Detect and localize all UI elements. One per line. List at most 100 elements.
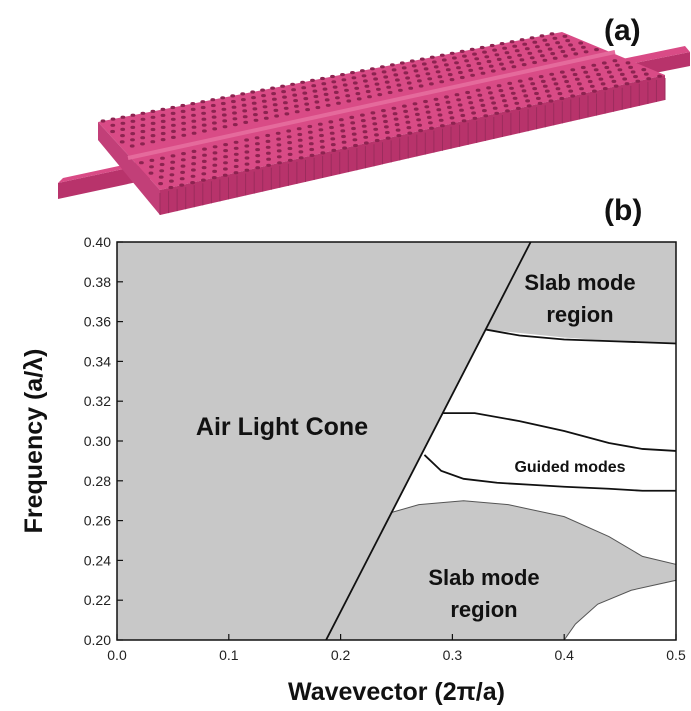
lattice-hole: [439, 53, 445, 57]
lattice-hole: [180, 170, 186, 174]
lattice-hole: [583, 50, 589, 54]
lattice-hole: [150, 121, 156, 125]
lattice-hole: [552, 56, 558, 60]
dispersion-curves: [325, 241, 677, 641]
lattice-hole: [589, 84, 595, 88]
lattice-hole: [266, 157, 271, 161]
lattice-hole: [392, 112, 398, 116]
lattice-hole: [657, 74, 662, 78]
lattice-hole: [489, 43, 495, 48]
lattice-hole: [381, 70, 387, 74]
lattice-hole: [130, 132, 136, 136]
upper-slab-region: [485, 242, 676, 344]
lattice-hole: [418, 84, 424, 88]
lattice-hole: [302, 91, 308, 95]
lattice-hole: [551, 77, 557, 81]
lattice-hole: [191, 131, 197, 135]
lattice-hole: [287, 146, 293, 151]
y-tick-label: 0.36: [84, 314, 111, 330]
lattice-hole: [534, 91, 539, 96]
lattice-hole: [180, 158, 186, 162]
lattice-hole: [549, 32, 555, 36]
lattice-hole: [200, 100, 206, 104]
lattice-hole: [424, 105, 430, 109]
lattice-hole: [591, 63, 597, 67]
lattice-hole: [233, 158, 239, 162]
lattice-hole: [613, 84, 619, 88]
lattice-hole: [100, 119, 106, 123]
lattice-hole: [363, 79, 368, 83]
lattice-hole: [402, 104, 407, 108]
lattice-hole: [555, 87, 561, 91]
x-tick-label: 0.2: [331, 647, 351, 663]
lattice-hole: [341, 134, 346, 139]
lattice-hole: [373, 77, 378, 81]
lattice-hole: [210, 103, 216, 108]
lattice-hole: [596, 72, 601, 77]
lattice-hole: [544, 89, 550, 93]
lattice-hole: [538, 75, 544, 79]
lattice-hole: [169, 179, 174, 183]
lattice-hole: [492, 48, 497, 52]
lattice-hole: [477, 93, 483, 97]
lattice-hole: [276, 155, 282, 159]
lattice-hole: [110, 123, 116, 127]
lattice-hole: [320, 145, 325, 149]
lattice-hole: [511, 65, 517, 69]
lattice-hole: [496, 84, 502, 88]
lattice-hole: [351, 76, 357, 80]
lattice-hole: [594, 48, 599, 52]
lattice-hole: [298, 150, 304, 154]
lattice-hole: [324, 98, 330, 102]
lattice-hole: [351, 126, 356, 131]
lattice-hole: [433, 97, 439, 101]
lattice-hole: [499, 42, 505, 46]
lattice-hole: [360, 119, 366, 123]
lattice-hole: [283, 106, 289, 110]
lattice-hole: [367, 95, 372, 99]
lattice-hole: [242, 115, 248, 119]
lattice-hole: [601, 61, 607, 65]
lattice-hole: [293, 99, 298, 103]
lattice-hole: [212, 121, 217, 125]
lattice-hole: [244, 150, 250, 154]
lattice-hole: [190, 174, 196, 178]
lattice-hole: [413, 69, 419, 73]
lattice-hole: [223, 161, 228, 165]
lattice-hole: [320, 76, 325, 81]
lattice-hole: [459, 49, 465, 54]
lattice-hole: [435, 102, 440, 107]
light-line: [325, 241, 532, 641]
lattice-hole: [341, 140, 347, 144]
lattice-hole: [270, 86, 275, 90]
lattice-hole: [363, 135, 369, 139]
lattice-hole: [406, 81, 412, 85]
lattice-hole: [158, 182, 164, 186]
lattice-hole: [308, 136, 314, 140]
lattice-hole: [547, 47, 553, 51]
lattice-hole: [384, 130, 390, 135]
lattice-hole: [480, 71, 486, 75]
lattice-hole: [587, 79, 593, 84]
lattice-hole: [505, 109, 510, 113]
lattice-hole: [382, 114, 387, 118]
lattice-hole: [536, 96, 541, 100]
lattice-hole: [319, 133, 324, 138]
guided-modes-label: Guided modes: [514, 459, 625, 476]
lattice-hole: [223, 143, 229, 147]
lattice-hole: [287, 152, 293, 156]
air-light-cone-label: Air Light Cone: [196, 413, 368, 441]
lattice-hole: [532, 60, 537, 65]
lattice-hole: [525, 99, 530, 103]
upper-slab-region-label-line1: Slab mode: [524, 270, 635, 295]
lattice-hole: [139, 161, 144, 165]
lattice-hole: [312, 89, 318, 93]
slab-front-face: [160, 75, 665, 215]
lattice-hole: [150, 134, 156, 138]
y-tick-label: 0.40: [84, 234, 111, 250]
guided-mode-curve-2: [443, 412, 677, 452]
lattice-hole: [362, 130, 368, 134]
lattice-hole: [381, 109, 386, 113]
lower-slab-region-label-line1: Slab mode: [428, 565, 539, 590]
lattice-hole: [384, 80, 390, 84]
